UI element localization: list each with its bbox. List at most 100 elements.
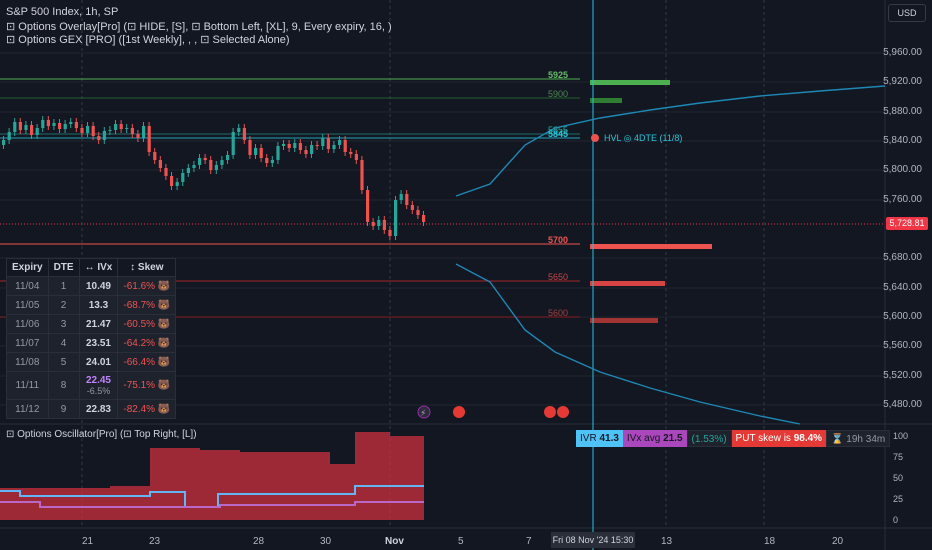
candle-body bbox=[332, 145, 336, 149]
candle-body bbox=[108, 130, 112, 131]
level-label-5900: 5900 bbox=[548, 89, 569, 99]
cell-ivx: 13.3 bbox=[78, 295, 119, 315]
candle-body bbox=[30, 125, 34, 135]
price-tick: 5,640.00 bbox=[883, 282, 922, 293]
price-tick: 5,840.00 bbox=[883, 135, 922, 146]
cell-skew: -75.1% 🐻 bbox=[117, 371, 177, 400]
time-tick: 18 bbox=[764, 536, 776, 547]
bear-icon: 🐻 bbox=[157, 299, 171, 311]
price-tick: 5,800.00 bbox=[883, 164, 922, 175]
cell-ivx: 21.47 bbox=[78, 314, 119, 334]
cell-expiry: 11/08 bbox=[6, 352, 49, 372]
candle-body bbox=[97, 136, 101, 140]
price-tick: 5,560.00 bbox=[883, 340, 922, 351]
candle-body bbox=[192, 165, 196, 168]
symbol-title[interactable]: S&P 500 Index, 1h, SP bbox=[6, 6, 119, 18]
candle-body bbox=[405, 194, 409, 205]
candle-body bbox=[203, 158, 207, 160]
table-row: 11/12 9 22.83 -82.4% 🐻 bbox=[6, 399, 177, 419]
osc-ivr-line bbox=[0, 485, 424, 508]
time-tick: 28 bbox=[253, 536, 265, 547]
candle-body bbox=[394, 200, 398, 236]
candle-body bbox=[69, 122, 73, 124]
osc-tick: 50 bbox=[893, 473, 904, 483]
ivx-value: 22.45 bbox=[85, 375, 111, 386]
osc-tick: 0 bbox=[893, 515, 899, 525]
candle-body bbox=[181, 173, 185, 182]
candle-body bbox=[175, 182, 179, 186]
cell-skew: -61.6% 🐻 bbox=[117, 276, 177, 296]
cell-skew: -64.2% 🐻 bbox=[117, 333, 177, 353]
osc-skew-area bbox=[240, 452, 330, 520]
candle-body bbox=[102, 131, 106, 140]
candle-body bbox=[74, 122, 78, 128]
cell-skew: -68.7% 🐻 bbox=[117, 295, 177, 315]
skew-value: -82.4% bbox=[123, 403, 156, 415]
col-expiry: Expiry bbox=[6, 258, 49, 277]
table-row: 11/05 2 13.3 -68.7% 🐻 bbox=[6, 295, 177, 315]
cell-skew: -82.4% 🐻 bbox=[117, 399, 177, 419]
ivx-change: -6.5% bbox=[86, 386, 111, 396]
indicator-gex-legend[interactable]: ⊡ Options GEX [PRO] ([1st Weekly], , , ⊡… bbox=[6, 34, 290, 46]
candle-body bbox=[58, 123, 62, 129]
candle-body bbox=[349, 152, 353, 154]
candle-body bbox=[360, 160, 364, 190]
candle-body bbox=[310, 145, 314, 154]
oscillator-legend[interactable]: ⊡ Options Oscillator[Pro] (⊡ Top Right, … bbox=[6, 429, 197, 440]
table-row: 11/11 8 22.45 -6.5% -75.1% 🐻 bbox=[6, 371, 177, 400]
bear-icon: 🐻 bbox=[157, 356, 171, 368]
candle-body bbox=[242, 128, 246, 140]
level-label-5600: 5600 bbox=[548, 308, 569, 318]
osc-tick: 75 bbox=[893, 452, 904, 462]
skew-value: -64.2% bbox=[123, 337, 156, 349]
candle-body bbox=[142, 126, 146, 138]
candle-body bbox=[410, 205, 414, 210]
candle-body bbox=[91, 126, 95, 136]
table-row: 11/07 4 23.51 -64.2% 🐻 bbox=[6, 333, 177, 353]
time-tick: 13 bbox=[661, 536, 673, 547]
cell-ivx: 10.49 bbox=[78, 276, 119, 296]
candle-body bbox=[298, 143, 302, 150]
cell-dte: 3 bbox=[47, 314, 80, 334]
indicator-overlay-legend[interactable]: ⊡ Options Overlay[Pro] (⊡ HIDE, [S], ⊡ B… bbox=[6, 21, 392, 33]
time-tick: Nov bbox=[385, 536, 404, 547]
candle-body bbox=[321, 138, 325, 146]
level-label-5700: 5700 bbox=[548, 235, 569, 245]
cell-dte: 2 bbox=[47, 295, 80, 315]
candle-body bbox=[265, 158, 269, 163]
osc-tick: 25 bbox=[893, 494, 904, 504]
cell-expiry: 11/12 bbox=[6, 399, 49, 419]
cell-dte: 4 bbox=[47, 333, 80, 353]
candle-body bbox=[147, 126, 151, 152]
candle-body bbox=[24, 125, 28, 130]
level-label-5650: 5650 bbox=[548, 272, 569, 282]
currency-button[interactable]: USD bbox=[888, 4, 926, 22]
bear-icon: 🐻 bbox=[157, 280, 171, 292]
skew-value: -68.7% bbox=[123, 299, 156, 311]
osc-skew-area bbox=[355, 432, 390, 520]
cell-ivx: 23.51 bbox=[78, 333, 119, 353]
bear-icon: 🐻 bbox=[157, 318, 171, 330]
candle-body bbox=[209, 160, 213, 170]
expiry-table: Expiry DTE ↔ IVx ↕ Skew 11/04 1 10.49 -61.6… bbox=[6, 258, 177, 419]
osc-tick: 100 bbox=[893, 431, 909, 441]
time-tick: 23 bbox=[149, 536, 161, 547]
candle-body bbox=[259, 148, 263, 158]
cell-dte: 9 bbox=[47, 399, 80, 419]
skew-value: -61.6% bbox=[123, 280, 156, 292]
candle-body bbox=[52, 123, 56, 126]
price-tick: 5,880.00 bbox=[883, 106, 922, 117]
cell-ivx: 22.45 -6.5% bbox=[78, 371, 119, 400]
candle-body bbox=[125, 128, 129, 129]
table-row: 11/08 5 24.01 -66.4% 🐻 bbox=[6, 352, 177, 372]
skew-value: -75.1% bbox=[123, 380, 156, 391]
candle-body bbox=[46, 120, 50, 126]
candle-body bbox=[214, 165, 218, 170]
bear-icon: 🐻 bbox=[157, 337, 171, 349]
bear-icon: 🐻 bbox=[157, 380, 171, 391]
candle-body bbox=[86, 126, 90, 133]
oscillator-badges: IVR 41.3 IVx avg 21.5 (1.53%) PUT skew i… bbox=[576, 430, 891, 447]
candle-body bbox=[377, 220, 381, 226]
candle-body bbox=[388, 230, 392, 236]
candle-body bbox=[114, 124, 118, 130]
